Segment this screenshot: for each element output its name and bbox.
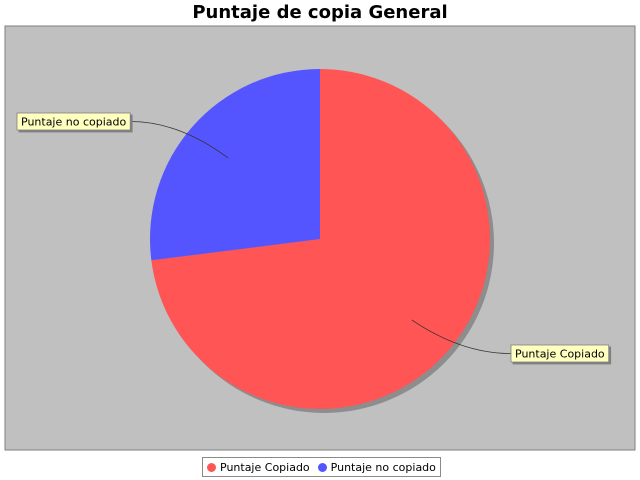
slice-label-2: Puntaje no copiado [21,116,126,129]
legend-swatch-icon [317,462,327,472]
legend-item-2: Puntaje no copiado [317,460,436,474]
legend-item-1: Puntaje Copiado [207,461,310,474]
label-leader-line-1 [411,319,512,354]
slice-label-box-1 [510,344,610,363]
pie-slice-1 [151,69,490,410]
chart-title: Puntaje de copia General [192,2,448,23]
label-leader-line-2 [130,121,229,159]
slice-label-box-2 [16,112,131,131]
slice-label-1: Puntaje Copiado [515,348,605,361]
legend-swatch-icon [207,462,216,472]
pie-slice-2 [149,69,320,261]
legend-label: Puntaje no copiado [330,460,436,474]
legend-label: Puntaje Copiado [220,460,310,474]
legend: Puntaje Copiado Puntaje no copiado [202,457,441,477]
